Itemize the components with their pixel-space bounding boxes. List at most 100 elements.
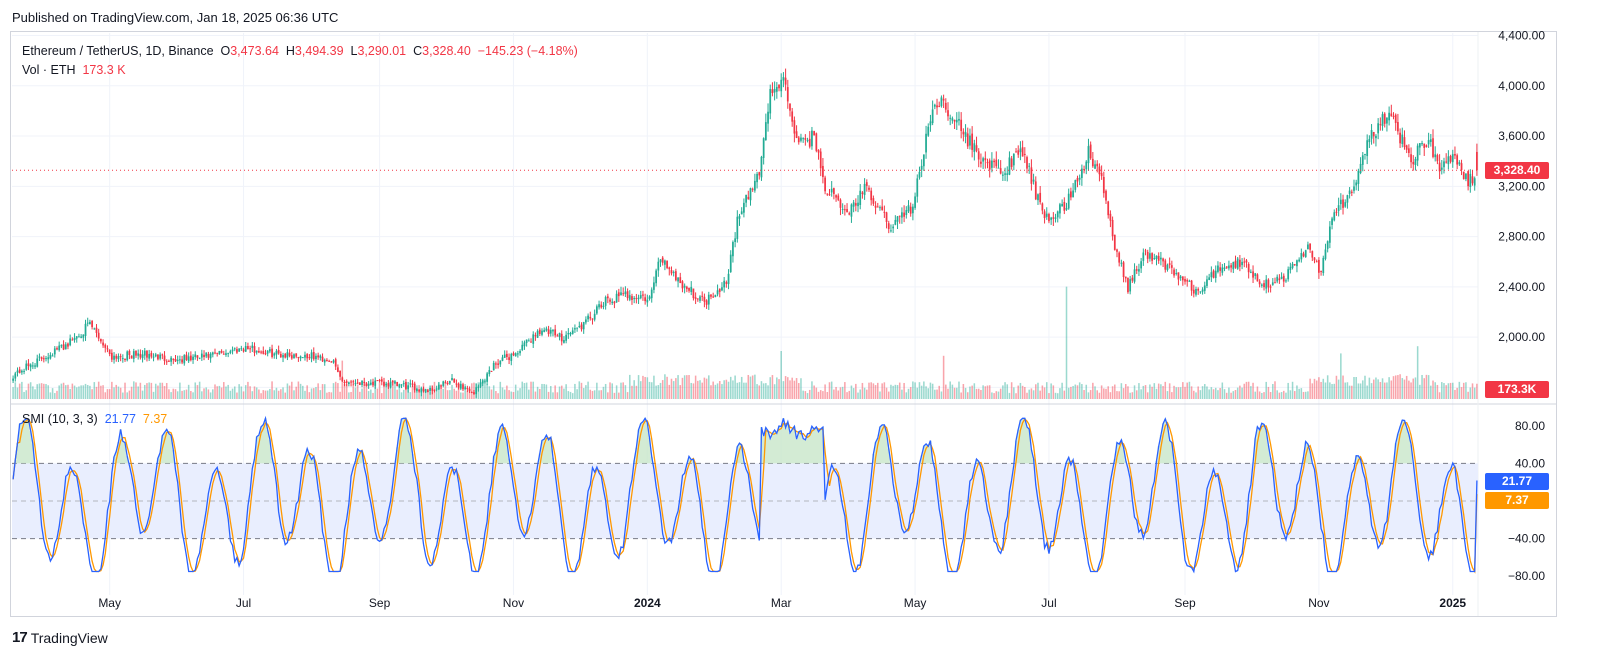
candle-body [677,277,679,282]
volume-bar [870,382,872,399]
candle-body [405,381,407,389]
candle-body [1175,272,1178,274]
candle-body [532,334,535,344]
volume-bar [1445,385,1447,399]
volume-bar [712,381,714,399]
candle-body [727,273,730,285]
volume-bar [38,383,41,399]
candle-body [315,355,317,360]
candle-body [1405,145,1408,150]
candle-body [1333,212,1336,221]
candle-body [1348,190,1351,194]
volume-bar [1234,390,1237,399]
volume-bar [255,387,258,399]
candle-body [12,378,14,381]
volume-bar [389,386,392,399]
candle-body [416,388,418,391]
volume-bar [732,380,734,399]
candle-body [385,384,388,386]
tradingview-logo[interactable]: 17 TradingView [12,629,108,646]
volume-bar [1419,384,1421,399]
volume-label[interactable]: Vol · ETH [22,63,76,77]
candle-body [1260,284,1263,286]
volume-bar [1353,377,1355,399]
candle-body [991,160,993,168]
volume-bar [988,385,991,399]
candle-body [907,205,910,212]
candle-body [1410,154,1412,163]
candle-body [1324,249,1327,259]
volume-bar [1146,392,1149,399]
candle-body [31,365,34,367]
candle-body [337,367,339,372]
candle-body [312,352,315,360]
volume-bar [699,380,701,399]
low-label: L [350,44,358,58]
candle-body [231,349,234,352]
volume-bar [898,382,901,399]
volume-bar [242,391,245,399]
volume-bar [409,392,412,399]
candle-body [341,377,344,382]
candle-body [38,356,41,358]
volume-bar [1399,374,1401,399]
candle-body [547,329,550,335]
volume-bar [754,374,756,399]
candle-body [1386,117,1388,124]
volume-bar [102,385,104,399]
candle-body [1091,158,1094,167]
candle-body [1280,276,1283,279]
candle-body [890,230,892,232]
candle-body [238,348,241,352]
symbol-name[interactable]: Ethereum / TetherUS, 1D, Binance [22,44,214,58]
volume-bar [672,381,675,399]
volume-bar [1024,387,1026,399]
candle-body [1212,270,1215,278]
candle-body [631,296,633,300]
candle-body [411,383,414,385]
candle-body [53,348,56,355]
volume-bar [1006,384,1009,399]
volume-bar [1094,386,1096,399]
volume-bar [60,383,63,399]
volume-bar [1351,385,1353,399]
volume-bar [1186,382,1188,399]
volume-bar [148,382,150,399]
volume-bar [457,382,460,399]
candle-body [387,383,390,387]
volume-bar [361,388,363,399]
candle-body [997,167,1000,169]
candle-body [429,387,431,391]
volume-bar [1397,375,1399,399]
volume-bar [613,392,616,399]
candle-body [422,388,425,392]
volume-bar [1357,383,1360,399]
candle-body [808,138,811,147]
volume-bar [600,390,603,399]
volume-bar [124,382,126,399]
candle-body [876,206,879,208]
candle-body [973,143,976,152]
volume-bar [1258,391,1261,399]
volume-row: Vol · ETH 173.3 K [22,61,578,80]
candle-body [1467,171,1470,187]
volume-bar [1265,381,1267,399]
candle-body [982,158,984,162]
candle-body [479,382,482,387]
volume-bar [563,388,565,399]
candle-body [1377,123,1380,134]
candle-body [762,138,765,158]
smi-label[interactable]: SMI (10, 3, 3) [22,412,98,426]
candle-body [578,325,581,327]
volume-bar [183,390,186,399]
candle-body [512,353,515,356]
volume-bar [1388,377,1390,399]
candle-body [45,358,47,360]
candle-body [881,206,884,210]
candle-body [1276,276,1279,282]
candle-body [264,353,267,355]
candle-body [1460,163,1463,170]
volume-bar [1232,391,1235,399]
candle-body [367,383,370,386]
